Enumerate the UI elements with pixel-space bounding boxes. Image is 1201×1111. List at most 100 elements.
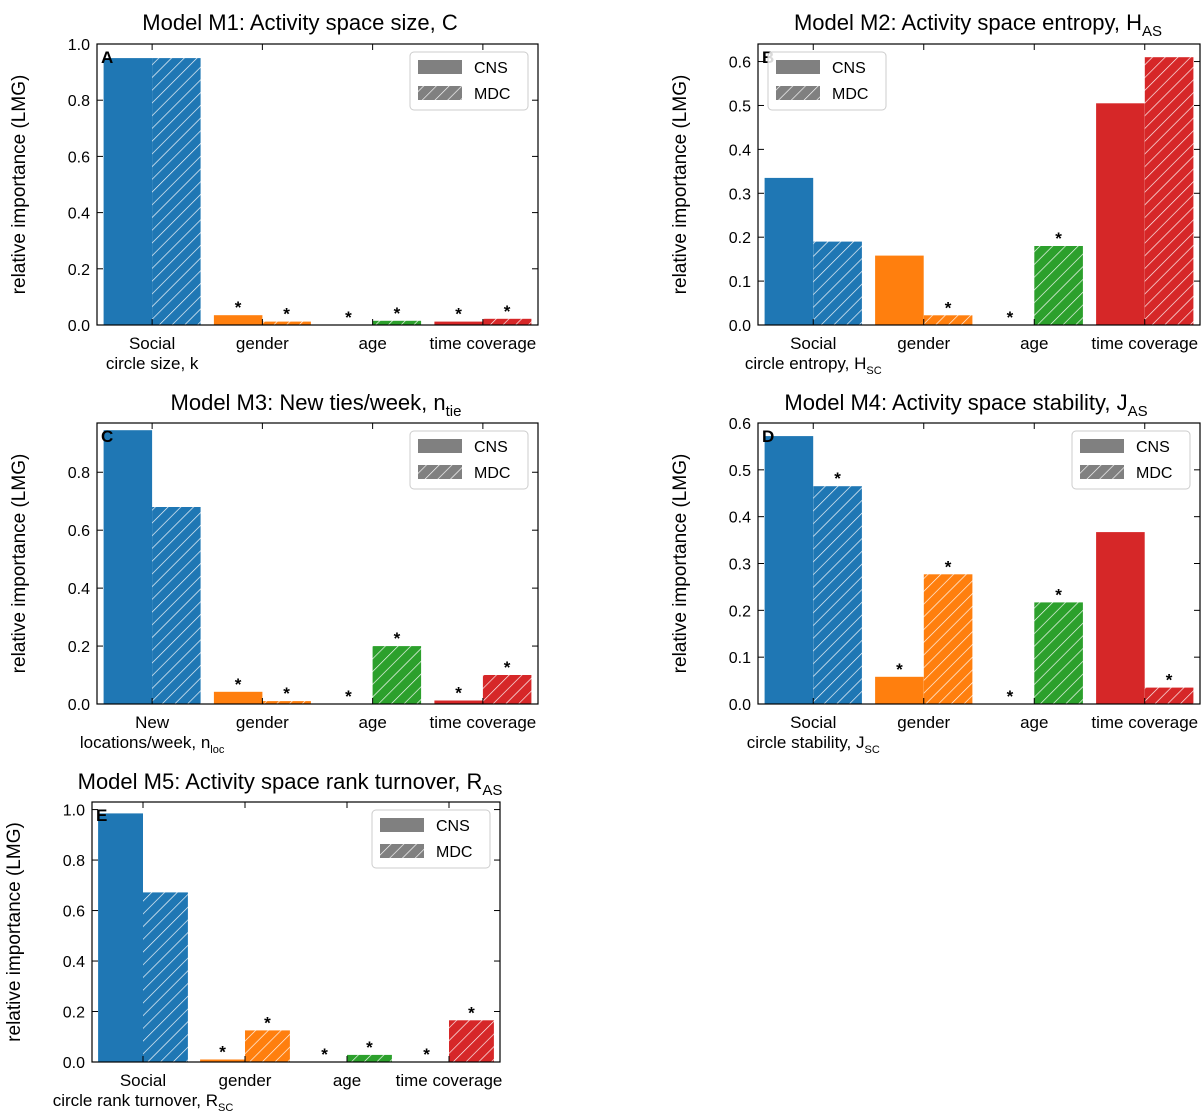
bar-gender-cns <box>213 315 263 325</box>
legend-label-cns: CNS <box>474 60 508 77</box>
y-tick-label: 1.0 <box>63 803 85 820</box>
significance-star: * <box>504 302 511 321</box>
x-tick-label: age <box>358 334 386 353</box>
significance-star: * <box>504 658 511 677</box>
plot-frame <box>91 801 501 1063</box>
legend-swatch-solid <box>418 60 462 74</box>
bar-social-cns <box>98 813 143 1062</box>
chart-panel-e: Model M5: Activity space rank turnover, … <box>4 769 502 1111</box>
y-axis-label: relative importance (LMG) <box>9 454 30 674</box>
significance-star: * <box>345 687 352 706</box>
bar-gender-cns <box>875 676 924 704</box>
y-tick-label: 0.1 <box>729 650 751 667</box>
legend-swatch-solid <box>380 818 424 832</box>
y-tick-label: 0.3 <box>729 186 751 203</box>
legend-label-cns: CNS <box>832 60 866 77</box>
chart-title: Model M2: Activity space entropy, HAS <box>794 10 1162 40</box>
significance-star: * <box>1055 585 1062 604</box>
y-tick-label: 0.8 <box>68 465 90 482</box>
legend: CNS MDC <box>409 430 529 490</box>
y-tick-label: 0.0 <box>729 697 751 714</box>
legend-swatch-solid <box>776 60 820 74</box>
x-tick-label: time coverage <box>1091 713 1198 732</box>
bar-time-coverage-cns <box>1096 532 1145 704</box>
bar-gender-cns <box>213 691 263 704</box>
bar-age-mdc <box>372 320 422 325</box>
significance-star: * <box>896 660 903 679</box>
y-tick-label: 0.2 <box>63 1005 85 1022</box>
y-tick-label: 0.6 <box>729 55 751 72</box>
y-axis-label: relative importance (LMG) <box>9 75 30 295</box>
y-tick-label: 0.8 <box>63 853 85 870</box>
bar-time-coverage-cns <box>434 321 483 325</box>
significance-star: * <box>945 557 952 576</box>
x-tick-label: age <box>1020 713 1048 732</box>
y-tick-label: 0.0 <box>68 318 90 335</box>
chart-panel-c: Model M3: New ties/week, ntie relative im… <box>9 390 539 756</box>
legend: CNS MDC <box>767 51 887 111</box>
legend: CNS MDC <box>371 809 491 869</box>
y-axis-label: relative importance (LMG) <box>4 822 25 1042</box>
significance-star: * <box>264 1013 271 1032</box>
x-tick-label-line2: circle entropy, HSC <box>745 354 882 377</box>
bar-gender-mdc <box>923 315 973 325</box>
y-tick-label: 1.0 <box>68 37 90 54</box>
chart-title: Model M3: New ties/week, ntie <box>171 390 462 420</box>
bar-social-mdc <box>813 486 862 704</box>
legend-label-mdc: MDC <box>1136 465 1172 482</box>
x-tick-label: gender <box>897 713 950 732</box>
legend-label-mdc: MDC <box>474 86 510 103</box>
x-tick-label: Social <box>790 334 836 353</box>
bar-age-mdc <box>347 1054 392 1062</box>
significance-star: * <box>1055 229 1062 248</box>
y-tick-label: 0.5 <box>729 463 751 480</box>
legend: CNS MDC <box>409 51 529 111</box>
significance-star: * <box>1007 308 1014 327</box>
x-tick-label: time coverage <box>1091 334 1198 353</box>
bar-age-mdc <box>1034 246 1083 325</box>
significance-star: * <box>345 308 352 327</box>
bar-time-coverage-mdc <box>482 318 532 325</box>
x-tick-label: time coverage <box>396 1071 503 1090</box>
bar-social-cns <box>764 436 814 704</box>
y-tick-label: 0.4 <box>729 510 751 527</box>
bar-age-mdc <box>372 646 422 704</box>
y-tick-label: 0.6 <box>729 416 751 433</box>
significance-star: * <box>366 1038 373 1057</box>
x-tick-label: time coverage <box>429 713 536 732</box>
y-tick-label: 0.2 <box>729 230 751 247</box>
legend: CNS MDC <box>1071 430 1191 490</box>
y-tick-label: 0.0 <box>68 697 90 714</box>
legend-swatch-hatched <box>418 465 462 479</box>
y-tick-label: 0.4 <box>63 954 85 971</box>
bar-social-mdc <box>152 58 201 325</box>
legend-swatch-hatched <box>776 86 820 100</box>
chart-panel-d: Model M4: Activity space stability, JAS r… <box>670 390 1201 756</box>
bar-time-coverage-mdc <box>1144 57 1194 325</box>
plot-frame <box>757 43 1201 326</box>
x-tick-label: Social <box>120 1071 166 1090</box>
significance-star: * <box>468 1003 475 1022</box>
y-tick-label: 0.6 <box>68 523 90 540</box>
significance-star: * <box>1166 671 1173 690</box>
x-tick-label: Social <box>790 713 836 732</box>
legend-swatch-hatched <box>380 844 424 858</box>
significance-star: * <box>455 305 462 324</box>
legend-swatch-hatched <box>1080 465 1124 479</box>
y-tick-label: 0.4 <box>68 206 90 223</box>
bar-time-coverage-cns <box>1096 103 1145 325</box>
significance-star: * <box>321 1045 328 1064</box>
chart-title: Model M5: Activity space rank turnover, … <box>78 769 503 799</box>
legend-label-cns: CNS <box>436 818 470 835</box>
y-tick-label: 0.6 <box>68 149 90 166</box>
x-tick-label-line2: circle stability, JSC <box>747 733 880 756</box>
y-tick-label: 0.1 <box>729 274 751 291</box>
bar-gender-mdc <box>262 321 311 325</box>
significance-star: * <box>1007 687 1014 706</box>
x-tick-label: circle size, k <box>106 354 199 373</box>
bar-social-cns <box>103 58 153 325</box>
bar-age-mdc <box>1034 602 1083 704</box>
y-tick-label: 0.2 <box>729 603 751 620</box>
y-tick-label: 0.5 <box>729 98 751 115</box>
